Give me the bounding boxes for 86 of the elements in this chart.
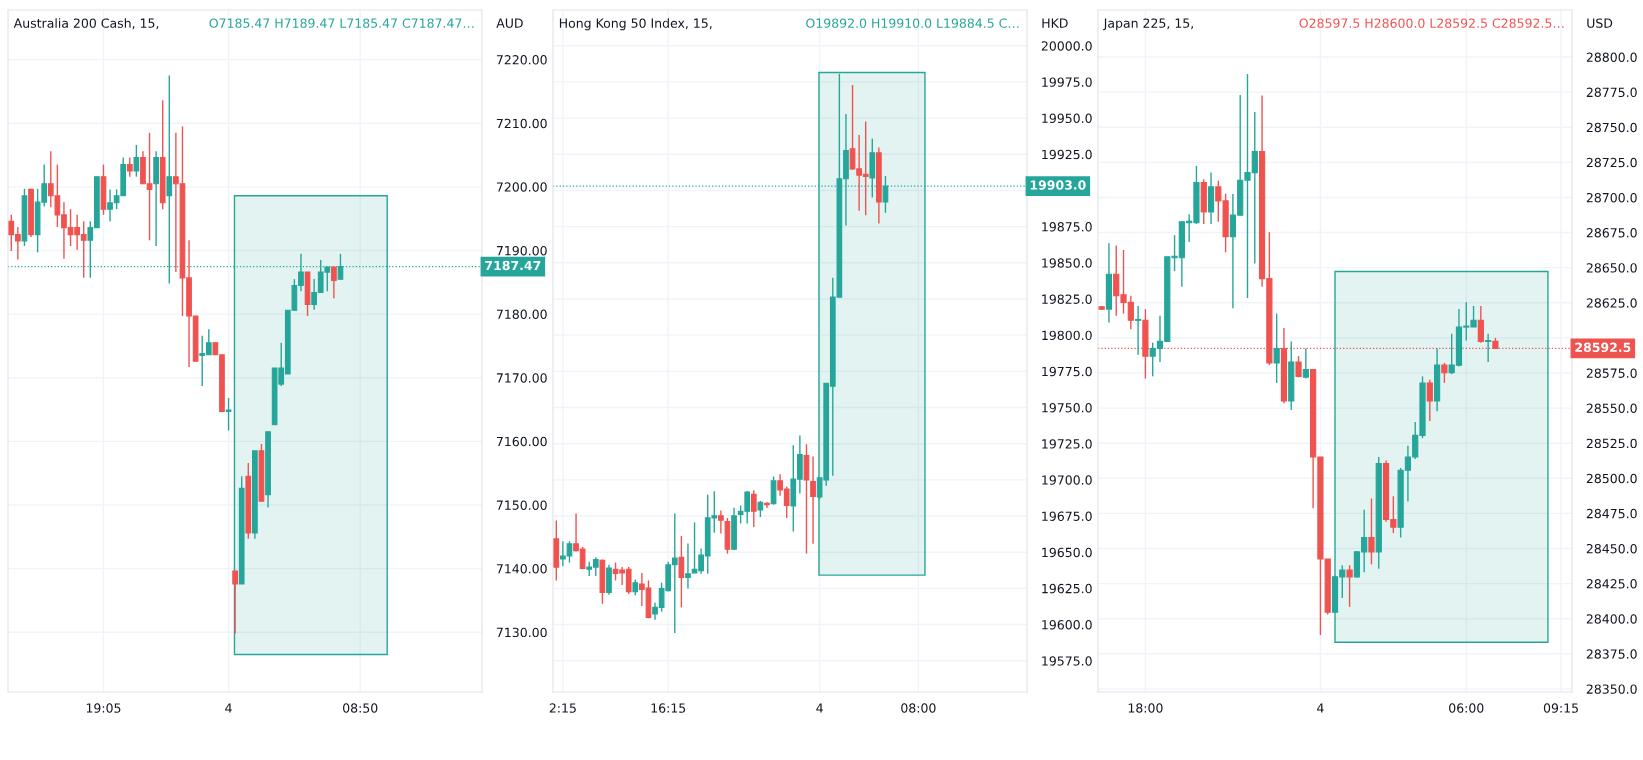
y-tick-label: 28425.0 [1586, 579, 1637, 589]
y-tick-label: 7200.00 [496, 182, 547, 192]
y-tick-label: 28650.0 [1586, 263, 1637, 273]
y-tick-label: 19950.0 [1042, 113, 1092, 124]
y-tick-label: 19775.0 [1042, 366, 1092, 377]
y-tick-label: 19675.0 [1042, 511, 1092, 521]
x-tick-label: 16:15 [651, 703, 686, 713]
y-tick-label: 19600.0 [1042, 620, 1092, 630]
x-tick-label: 4 [225, 703, 232, 713]
y-tick-label: 28450.0 [1586, 543, 1637, 554]
text: Hong Kong 50 Index, 15, [559, 18, 712, 31]
candlestick [1441, 362, 1448, 384]
y-axis-title: AUD [496, 18, 523, 28]
y-tick-label: 19850.0 [1042, 258, 1092, 268]
y-tick-label: 28625.0 [1586, 298, 1637, 308]
ref-line-label: 19903.0 [1030, 180, 1086, 190]
y-tick-label: 7150.00 [496, 500, 547, 510]
candlestick [1426, 379, 1433, 422]
y-axis-title: USD [1587, 18, 1613, 28]
y-tick-label: 28500.0 [1586, 473, 1637, 484]
y-tick-label: 28375.0 [1586, 649, 1637, 659]
y-tick-label: 7220.00 [496, 55, 547, 65]
x-tick-label: 19:05 [86, 703, 121, 713]
y-tick-label: 7190.00 [496, 245, 547, 256]
y-tick-label: 7180.00 [496, 309, 547, 320]
candlestick [1477, 305, 1484, 344]
candlestick [678, 535, 685, 609]
candlestick [133, 144, 140, 178]
y-tick-label: 19575.0 [1042, 656, 1092, 666]
candlestick [810, 455, 816, 545]
y-tick-label: 19925.0 [1042, 149, 1092, 160]
y-tick-label: 7130.00 [496, 627, 547, 638]
y-tick-label: 19825.0 [1042, 294, 1092, 304]
y-tick-label: 19750.0 [1042, 402, 1092, 413]
x-tick-label: 4 [816, 703, 823, 713]
y-tick-label: 19800.0 [1042, 330, 1092, 341]
candlestick [1346, 564, 1353, 608]
y-tick-label: 7160.00 [496, 436, 547, 447]
text: O19892.0 H19910.0 L19884.5 C… [806, 18, 1019, 28]
candlestick [1485, 333, 1492, 363]
y-tick-label: 19700.0 [1042, 475, 1092, 485]
text: Japan 225, 15, [1103, 18, 1193, 31]
y-tick-label: 28525.0 [1586, 438, 1637, 449]
y-tick-label: 7170.00 [496, 373, 547, 383]
candlestick [1135, 305, 1142, 356]
candlestick [331, 266, 337, 299]
x-tick-label: 09:15 [1543, 703, 1578, 713]
candlestick [1302, 347, 1309, 380]
candlestick [232, 570, 238, 635]
y-tick-label: 28800.0 [1586, 52, 1637, 62]
y-tick-label: 19625.0 [1042, 583, 1092, 594]
x-tick-label: 06:00 [1449, 703, 1484, 713]
ref-line-label: 7187.47 [485, 260, 541, 271]
x-tick-label: 08:00 [901, 703, 936, 713]
x-tick-label: 18:00 [1128, 703, 1163, 713]
y-tick-label: 19650.0 [1042, 547, 1092, 558]
candlestick [1273, 312, 1280, 384]
y-tick-label: 19875.0 [1042, 222, 1092, 232]
y-tick-label: 28725.0 [1586, 157, 1637, 168]
x-tick-label: 08:50 [343, 703, 378, 713]
candlestick [750, 489, 757, 528]
candlestick [126, 156, 133, 178]
y-tick-label: 28475.0 [1586, 508, 1637, 519]
y-tick-label: 28750.0 [1586, 122, 1637, 133]
y-tick-label: 28675.0 [1586, 228, 1637, 238]
y-tick-label: 28775.0 [1586, 87, 1637, 98]
y-tick-label: 28400.0 [1586, 614, 1637, 624]
x-tick-label: 4 [1317, 703, 1324, 713]
y-tick-label: 7140.00 [496, 564, 547, 574]
ref-line-label: 28592.5 [1575, 342, 1631, 353]
text: Australia 200 Cash, 15, [13, 18, 159, 30]
text: O28597.5 H28600.0 L28592.5 C28592.5… [1299, 18, 1564, 28]
candlestick [764, 501, 770, 509]
y-tick-label: 28575.0 [1586, 368, 1637, 378]
candlestick [718, 509, 724, 535]
y-tick-label: 20000.0 [1041, 41, 1092, 51]
y-tick-label: 28700.0 [1586, 192, 1637, 203]
y-tick-label: 28350.0 [1586, 684, 1637, 694]
y-tick-label: 19975.0 [1042, 77, 1092, 87]
y-tick-label: 28550.0 [1586, 403, 1637, 414]
text: O7185.47 H7189.47 L7185.47 C7187.47… [209, 18, 474, 28]
y-tick-label: 7210.00 [496, 118, 547, 129]
y-tick-label: 19725.0 [1042, 439, 1092, 449]
x-tick-label: 2:15 [549, 703, 576, 713]
y-axis-title: HKD [1042, 18, 1068, 28]
candlestick [1368, 497, 1375, 566]
